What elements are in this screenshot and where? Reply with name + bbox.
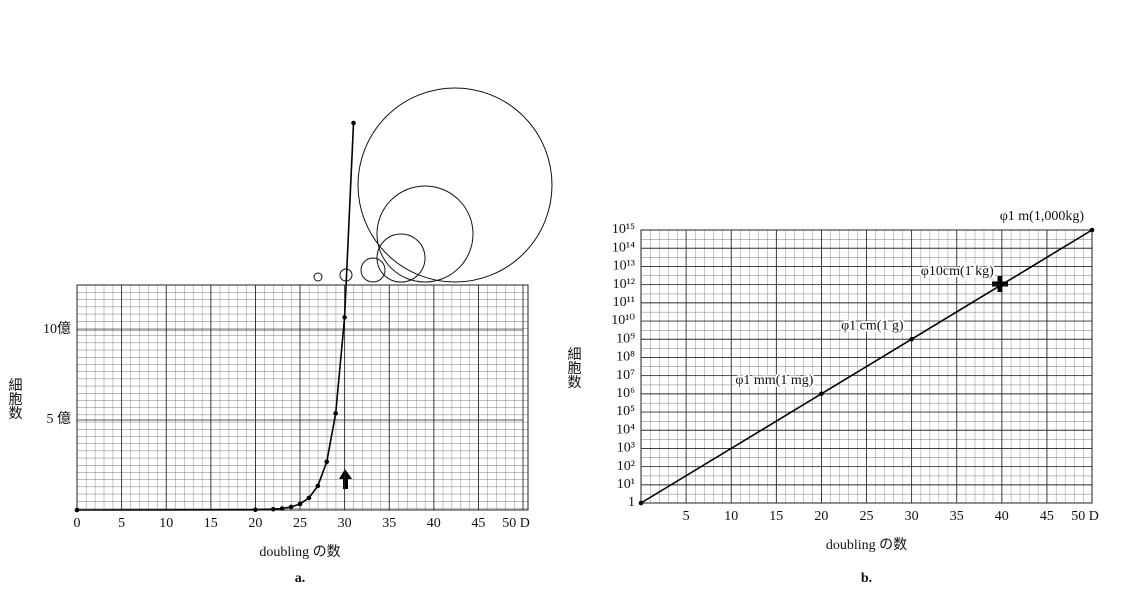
data-point bbox=[909, 336, 914, 342]
x-tick-label: 40 bbox=[427, 516, 441, 531]
x-tick-label: 30 bbox=[338, 516, 352, 531]
data-point bbox=[279, 506, 285, 511]
y-tick-label: 10⁷ bbox=[616, 368, 635, 383]
x-tick-label: 40 bbox=[995, 509, 1009, 524]
y-tick-label: 10⁵ bbox=[616, 404, 635, 419]
x-tick-label: 10 bbox=[159, 516, 173, 531]
tumor-size-circles bbox=[313, 87, 553, 283]
y-tick-label: 10⁶ bbox=[616, 386, 635, 401]
x-tick-label: 25 bbox=[860, 509, 874, 524]
data-point bbox=[333, 411, 338, 416]
data-point bbox=[288, 504, 294, 510]
y-tick-label: 10⁴ bbox=[616, 422, 635, 437]
panel-label: a. bbox=[295, 571, 306, 586]
x-tick-label: 50 D bbox=[502, 516, 530, 531]
x-tick-label: 20 bbox=[248, 516, 262, 531]
x-tick-label: 15 bbox=[769, 509, 783, 524]
x-tick-label: 25 bbox=[293, 516, 307, 531]
point-label: φ1 mm(1 mg) bbox=[735, 373, 813, 388]
data-point bbox=[351, 120, 356, 126]
data-point bbox=[638, 500, 644, 506]
y-tick-label: 10¹⁵ bbox=[612, 222, 635, 237]
data-point bbox=[342, 315, 347, 320]
y-tick-label: 10¹¹ bbox=[613, 295, 635, 310]
x-tick-label: 50 D bbox=[1071, 509, 1099, 524]
y-tick-label: 5 億 bbox=[47, 411, 72, 427]
y-axis-label: 細胞数 bbox=[566, 347, 582, 389]
data-point bbox=[324, 459, 330, 465]
x-tick-label: 5 bbox=[118, 516, 125, 531]
data-point bbox=[253, 507, 258, 513]
x-tick-label: 20 bbox=[814, 509, 828, 524]
data-point bbox=[74, 507, 80, 513]
x-tick-label: 15 bbox=[204, 516, 218, 531]
x-tick-label: 35 bbox=[382, 516, 396, 531]
y-tick-label: 10⁹ bbox=[616, 331, 635, 346]
y-tick-label: 1 bbox=[628, 495, 635, 510]
y-tick-label: 10¹⁴ bbox=[612, 240, 635, 255]
x-tick-label: 30 bbox=[905, 509, 919, 524]
x-tick-label: 35 bbox=[950, 509, 964, 524]
panel-label: b. bbox=[861, 571, 872, 586]
x-tick-label: 5 bbox=[683, 509, 690, 524]
y-tick-label: 10⁸ bbox=[616, 350, 635, 365]
data-point bbox=[306, 495, 312, 501]
y-tick-label: 10² bbox=[617, 459, 635, 474]
y-tick-label: 10³ bbox=[617, 441, 635, 456]
point-label: φ10cm(1 kg) bbox=[921, 264, 994, 279]
data-point bbox=[315, 483, 321, 489]
data-point bbox=[819, 391, 824, 397]
y-tick-label: 10¹³ bbox=[613, 259, 635, 274]
y-tick-label: 10¹⁰ bbox=[611, 313, 635, 328]
data-point bbox=[297, 501, 303, 507]
data-line bbox=[76, 122, 355, 511]
data-point bbox=[999, 282, 1005, 287]
y-tick-label: 10億 bbox=[43, 321, 71, 337]
x-tick-label: 45 bbox=[1040, 509, 1054, 524]
data-point bbox=[1089, 227, 1095, 233]
point-label: φ1 cm(1 g) bbox=[841, 318, 904, 333]
x-tick-label: 45 bbox=[471, 516, 485, 531]
y-tick-label: 10¹ bbox=[617, 477, 635, 492]
x-tick-label: 0 bbox=[74, 516, 81, 531]
y-axis-label: 細胞数 bbox=[7, 378, 23, 420]
minor-grid bbox=[76, 284, 529, 511]
x-tick-label: 10 bbox=[724, 509, 738, 524]
x-axis-label: doubling の数 bbox=[826, 537, 907, 553]
arrow bbox=[339, 469, 352, 489]
y-tick-label: 10¹² bbox=[613, 277, 635, 292]
data-point bbox=[270, 506, 276, 512]
point-label: φ1 m(1,000kg) bbox=[1000, 209, 1085, 224]
x-axis-label: doubling の数 bbox=[259, 544, 340, 560]
